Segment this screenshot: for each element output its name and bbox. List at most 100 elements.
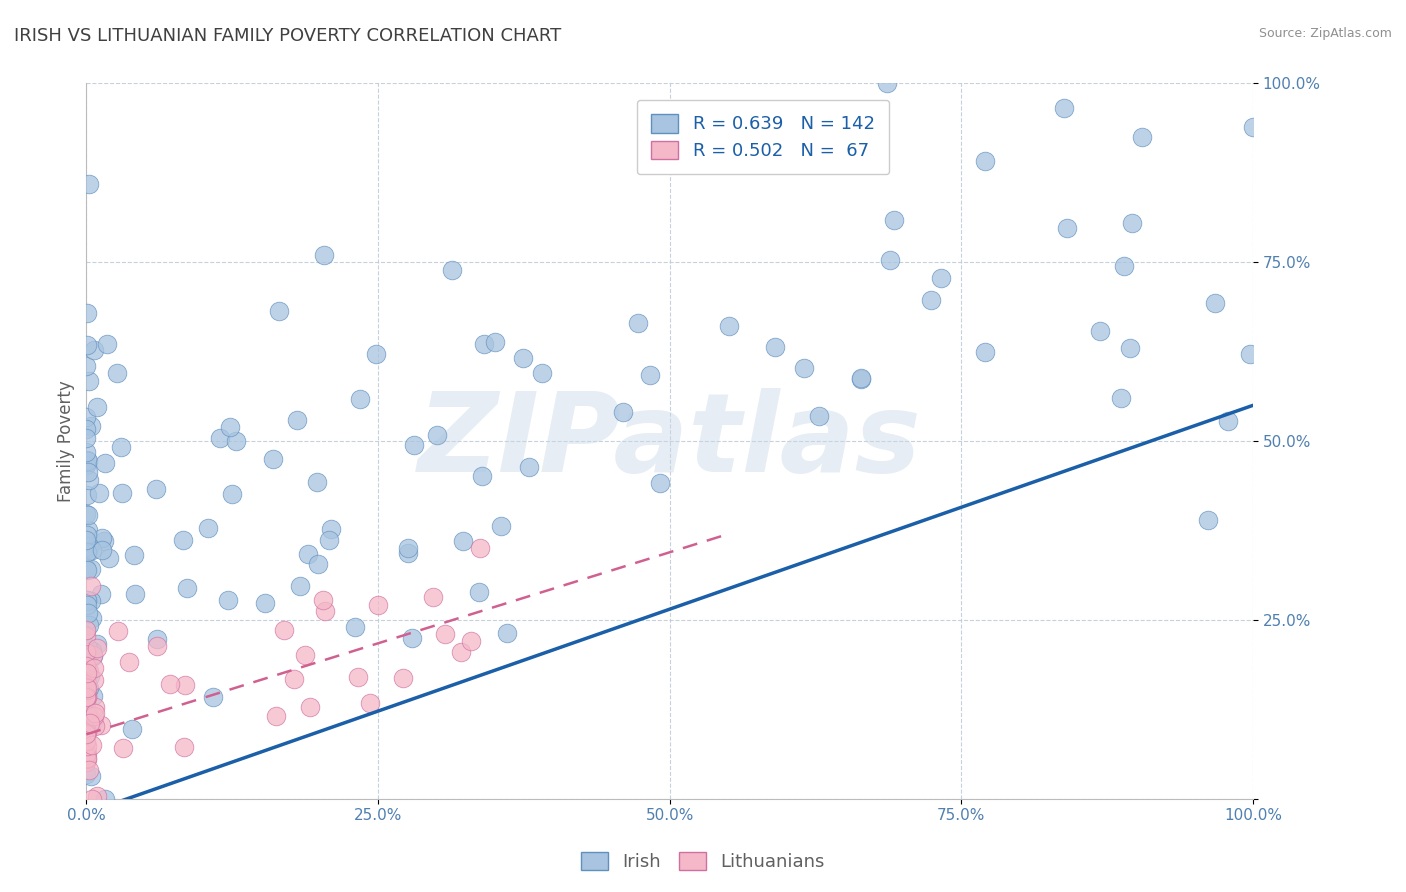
Point (75, 533, 97, 547)
Point (83, 661, 105, 675)
Point (471, 469, 494, 483)
Point (79, 715, 101, 730)
Point (973, 344, 995, 359)
Point (612, 404, 634, 418)
Point (851, 372, 873, 386)
Point (344, 620, 367, 634)
Point (146, 632, 169, 646)
Point (1241, 120, 1264, 134)
Point (849, 370, 872, 384)
Point (264, 709, 287, 723)
Point (77, 665, 100, 679)
Point (80, 418, 103, 433)
Point (77, 454, 100, 468)
Point (450, 645, 472, 659)
Point (299, 699, 322, 714)
Point (75, 733, 97, 747)
Y-axis label: Family Poverty: Family Poverty (58, 380, 75, 502)
Point (82, 648, 104, 662)
Point (75, 629, 97, 643)
Point (86, 637, 108, 651)
Point (90, 718, 112, 732)
Point (75, 690, 97, 705)
Point (75, 727, 97, 741)
Point (76, 751, 98, 765)
Point (294, 648, 316, 663)
Point (75, 657, 97, 671)
Point (75, 726, 97, 740)
Point (76, 453, 98, 467)
Point (1218, 414, 1240, 428)
Point (76, 593, 98, 607)
Point (288, 579, 311, 593)
Point (76, 527, 98, 541)
Point (472, 337, 495, 351)
Point (145, 482, 167, 496)
Point (76, 746, 98, 760)
Point (77, 473, 100, 487)
Point (76, 523, 98, 537)
Point (77, 641, 100, 656)
Point (76, 563, 98, 577)
Point (793, 361, 815, 376)
Point (79, 669, 101, 683)
Point (434, 627, 457, 641)
Point (1239, 347, 1261, 361)
Point (77, 606, 100, 620)
Point (638, 368, 661, 382)
Point (253, 596, 276, 610)
Point (124, 587, 146, 601)
Point (920, 293, 942, 308)
Point (80, 579, 103, 593)
Point (347, 670, 370, 684)
Point (321, 522, 343, 536)
Point (94, 791, 117, 805)
Point (75, 431, 97, 445)
Point (75, 747, 97, 762)
Point (484, 334, 506, 349)
Point (468, 541, 491, 556)
Point (82, 714, 104, 729)
Point (1109, 391, 1132, 405)
Point (76, 598, 98, 612)
Point (717, 319, 740, 334)
Point (75, 728, 97, 742)
Point (83, 709, 105, 723)
Point (82, 689, 104, 703)
Point (1088, 324, 1111, 338)
Point (929, 271, 952, 285)
Point (76, 724, 98, 739)
Point (75, 560, 97, 574)
Point (202, 690, 225, 704)
Point (97, 551, 120, 566)
Point (76, 708, 98, 723)
Point (75, 410, 97, 425)
Point (80, 611, 103, 625)
Point (314, 604, 336, 618)
Point (173, 678, 195, 692)
Point (973, 154, 995, 169)
Point (468, 584, 491, 599)
Point (76, 690, 98, 704)
Point (491, 518, 513, 533)
Point (79, 763, 101, 777)
Point (1197, 513, 1219, 527)
Point (883, 213, 905, 227)
Point (80, 739, 103, 753)
Point (76, 593, 98, 607)
Point (391, 671, 413, 685)
Point (111, 486, 134, 500)
Point (75, 645, 97, 659)
Point (159, 677, 181, 691)
Point (93, 456, 115, 470)
Point (75, 458, 97, 472)
Point (75, 359, 97, 373)
Point (75, 684, 97, 698)
Point (451, 534, 474, 549)
Point (83, 673, 105, 687)
Point (75, 623, 97, 637)
Point (77, 374, 100, 388)
Point (76, 665, 98, 680)
Point (359, 696, 381, 710)
Point (80, 562, 103, 576)
